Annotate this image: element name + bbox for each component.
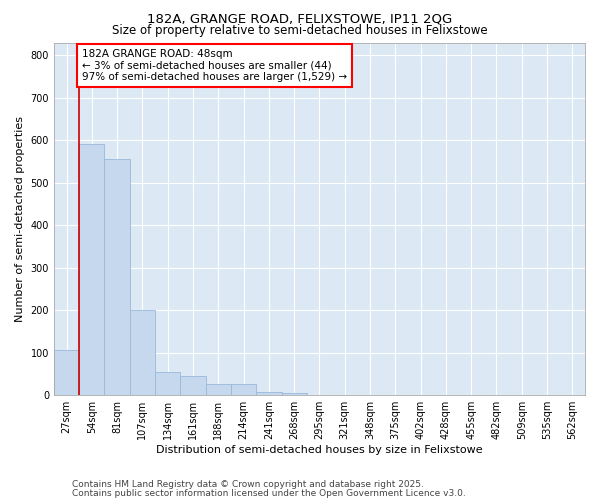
Text: Size of property relative to semi-detached houses in Felixstowe: Size of property relative to semi-detach… — [112, 24, 488, 37]
Bar — [281, 393, 307, 395]
Text: Contains HM Land Registry data © Crown copyright and database right 2025.: Contains HM Land Registry data © Crown c… — [72, 480, 424, 489]
Bar — [206, 384, 231, 395]
Text: 182A GRANGE ROAD: 48sqm
← 3% of semi-detached houses are smaller (44)
97% of sem: 182A GRANGE ROAD: 48sqm ← 3% of semi-det… — [82, 49, 347, 82]
Bar — [155, 372, 181, 395]
Bar — [181, 376, 206, 395]
Bar — [256, 392, 281, 395]
Bar — [54, 350, 79, 395]
Bar — [79, 144, 104, 395]
X-axis label: Distribution of semi-detached houses by size in Felixstowe: Distribution of semi-detached houses by … — [156, 445, 483, 455]
Bar — [104, 160, 130, 395]
Text: Contains public sector information licensed under the Open Government Licence v3: Contains public sector information licen… — [72, 489, 466, 498]
Text: 182A, GRANGE ROAD, FELIXSTOWE, IP11 2QG: 182A, GRANGE ROAD, FELIXSTOWE, IP11 2QG — [148, 12, 452, 26]
Bar — [231, 384, 256, 395]
Y-axis label: Number of semi-detached properties: Number of semi-detached properties — [15, 116, 25, 322]
Bar — [130, 310, 155, 395]
